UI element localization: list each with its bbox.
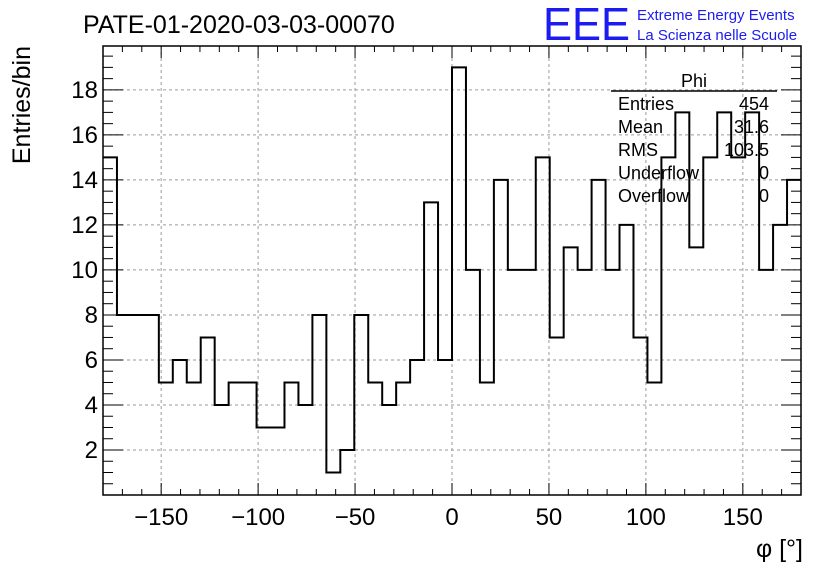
stats-value-overflow: 0 [759,186,769,206]
x-tick-labels: −150 −100 −50 0 50 100 150 [134,504,763,531]
axis-ticks [102,46,802,495]
stats-label-overflow: Overflow [618,186,690,206]
stats-label-entries: Entries [618,94,674,114]
chart-title: PATE-01-2020-03-03-00070 [83,11,395,39]
x-tick-label: 0 [445,504,458,531]
x-tick-label: 150 [723,504,763,531]
logo-mark: EEE [543,0,630,50]
y-tick-labels: 2 4 6 8 10 12 14 16 18 [71,77,98,464]
y-tick-label: 14 [71,167,98,194]
stats-value-entries: 454 [739,94,769,114]
y-tick-label: 18 [71,77,98,104]
y-tick-label: 10 [71,257,98,284]
histogram-outline [103,66,801,474]
y-tick-label: 8 [85,302,98,329]
x-axis-label: φ [°] [756,535,803,563]
y-tick-label: 4 [85,392,98,419]
stats-title: Phi [681,71,707,91]
stats-label-rms: RMS [618,140,658,160]
x-tick-label: −150 [134,504,188,531]
x-tick-label: −100 [231,504,285,531]
stats-label-underflow: Underflow [618,163,700,183]
y-tick-label: 16 [71,122,98,149]
stats-value-underflow: 0 [759,163,769,183]
y-tick-label: 2 [85,437,98,464]
stats-value-rms: 103.5 [724,140,769,160]
stats-value-mean: 31.6 [734,117,769,137]
logo-line1: Extreme Energy Events [637,7,795,24]
y-tick-label: 12 [71,212,98,239]
x-tick-label: 100 [626,504,666,531]
stats-box: Phi Entries 454 Mean 31.6 RMS 103.5 Unde… [611,71,777,206]
y-axis-label: Entries/bin [8,46,36,164]
eee-logo: EEE Extreme Energy Events La Scienza nel… [543,0,797,50]
stats-label-mean: Mean [618,117,663,137]
x-tick-label: −50 [335,504,376,531]
logo-line2: La Scienza nelle Scuole [637,27,797,44]
x-tick-label: 50 [536,504,563,531]
y-tick-label: 6 [85,347,98,374]
